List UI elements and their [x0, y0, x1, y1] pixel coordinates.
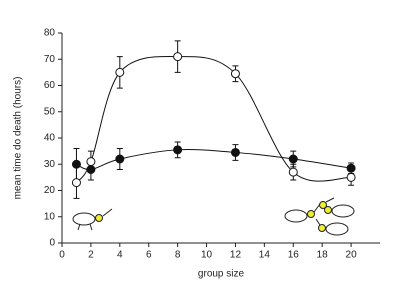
x-tick-label: 16 — [288, 250, 300, 261]
x-tick-label: 14 — [259, 250, 271, 261]
insect-group-icon — [284, 197, 355, 236]
y-tick-label: 30 — [44, 159, 56, 170]
x-tick-label: 0 — [59, 250, 65, 261]
insect-icon — [72, 208, 113, 231]
point — [115, 67, 125, 77]
x-axis-label: group size — [198, 269, 245, 280]
point — [346, 172, 356, 182]
point — [288, 154, 298, 164]
y-tick-label: 40 — [44, 133, 56, 144]
point — [230, 69, 240, 79]
y-tick-label: 70 — [44, 54, 56, 65]
y-tick-label: 50 — [44, 106, 56, 117]
y-tick-label: 10 — [44, 211, 56, 222]
point — [86, 157, 96, 167]
point — [115, 154, 125, 164]
x-tick-label: 12 — [230, 250, 242, 261]
x-tick-label: 20 — [346, 250, 358, 261]
point — [173, 52, 183, 62]
y-tick-label: 0 — [49, 238, 55, 249]
x-tick-label: 6 — [146, 250, 152, 261]
x-tick-label: 2 — [88, 250, 94, 261]
y-tick-label: 20 — [44, 185, 56, 196]
y-tick-label: 60 — [44, 80, 56, 91]
point — [230, 147, 240, 157]
x-tick-label: 10 — [201, 250, 213, 261]
x-tick-label: 4 — [117, 250, 123, 261]
x-tick-label: 8 — [175, 250, 181, 261]
point — [173, 145, 183, 155]
point — [288, 167, 298, 177]
point — [71, 178, 81, 188]
y-tick-label: 80 — [44, 28, 56, 39]
y-axis-label: mean time do death (hours) — [13, 77, 24, 200]
x-tick-label: 18 — [317, 250, 329, 261]
